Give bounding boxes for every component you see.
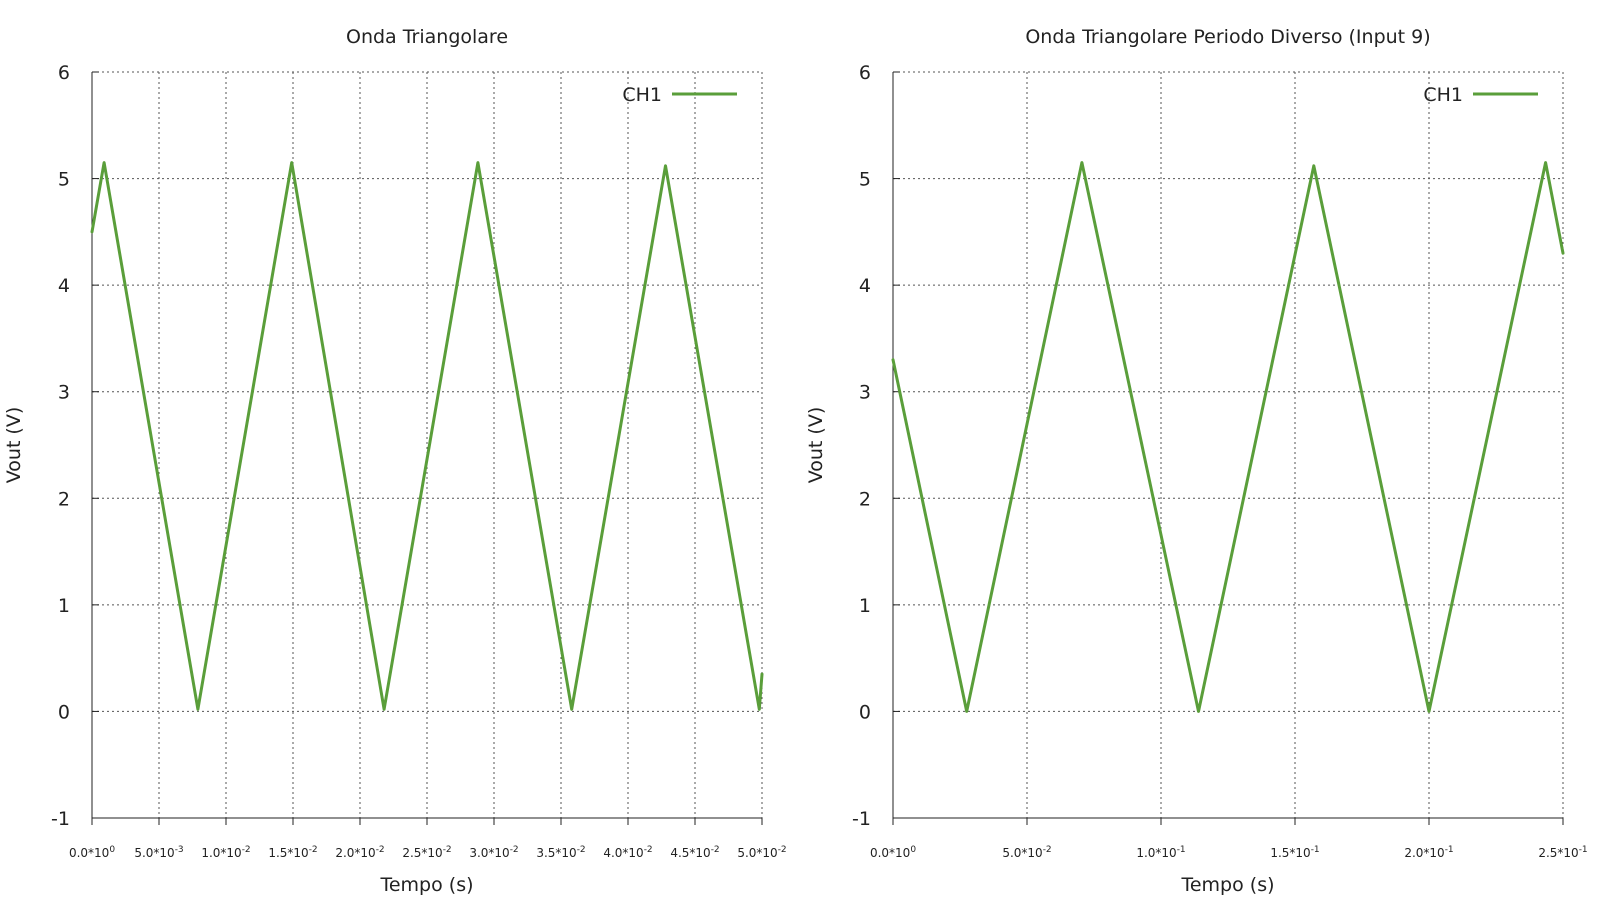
y-axis-label: Vout (V) [3,407,25,484]
x-tick-base: *10 [1021,846,1042,860]
x-tick-label: 2.5*10-1 [1538,845,1587,860]
x-tick-base: *10 [689,846,710,860]
x-tick-label: 5.0*10-2 [737,845,786,860]
y-tick-label: 1 [58,595,70,617]
x-tick-mantissa: 2.5 [402,846,421,860]
x-tick-label: 3.0*10-2 [469,845,518,860]
x-tick-label: 4.0*10-2 [603,845,652,860]
y-tick-label: -1 [51,808,70,830]
y-tick-label: 0 [58,701,70,723]
x-tick-mantissa: 5.0 [1002,846,1021,860]
x-tick-base: *10 [88,846,109,860]
x-tick-mantissa: 0.0 [870,846,889,860]
x-tick-exponent: 0 [910,845,916,855]
series-line-ch1 [90,161,764,711]
x-tick-base: *10 [287,846,308,860]
x-tick-base: *10 [220,846,241,860]
y-tick-label: 3 [859,382,871,404]
x-tick-exponent: -1 [1177,845,1186,855]
x-tick-label: 1.5*10-2 [268,845,317,860]
x-tick-mantissa: 5.0 [134,846,153,860]
x-tick-label: 3.5*10-2 [536,845,585,860]
x-tick-base: *10 [555,846,576,860]
y-tick-label: 4 [859,275,871,297]
x-tick-base: *10 [756,846,777,860]
chart-title: Onda Triangolare Periodo Diverso (Input … [1025,26,1430,48]
x-tick-exponent: -1 [1445,845,1454,855]
x-tick-label: 1.0*10-2 [201,845,250,860]
x-tick-mantissa: 3.5 [536,846,555,860]
x-tick-mantissa: 1.0 [201,846,220,860]
x-tick-base: *10 [622,846,643,860]
x-tick-label: 1.5*10-1 [1270,845,1319,860]
x-tick-mantissa: 2.5 [1538,846,1557,860]
x-tick-base: *10 [354,846,375,860]
x-tick-mantissa: 3.0 [469,846,488,860]
x-tick-label: 1.0*10-1 [1136,845,1185,860]
x-tick-exponent: -2 [778,845,787,855]
chart-title: Onda Triangolare [346,26,508,48]
x-tick-mantissa: 0.0 [69,846,88,860]
x-tick-exponent: 0 [109,845,115,855]
x-tick-label: 2.0*10-1 [1404,845,1453,860]
x-tick-exponent: -2 [309,845,318,855]
x-tick-mantissa: 2.0 [1404,846,1423,860]
x-tick-label: 2.0*10-2 [335,845,384,860]
x-tick-mantissa: 5.0 [737,846,756,860]
x-tick-exponent: -2 [510,845,519,855]
x-axis-label: Tempo (s) [379,874,473,896]
x-tick-exponent: -1 [1579,845,1588,855]
y-tick-label: 5 [58,169,70,191]
y-tick-label: 2 [58,488,70,510]
x-tick-base: *10 [1557,846,1578,860]
x-tick-exponent: -2 [443,845,452,855]
x-tick-label: 5.0*10-3 [134,845,183,860]
x-tick-exponent: -2 [376,845,385,855]
legend-label: CH1 [622,84,662,106]
chart-panel-2: Onda Triangolare Periodo Diverso (Input … [805,26,1588,896]
y-axis-label: Vout (V) [805,407,827,484]
x-tick-mantissa: 1.0 [1136,846,1155,860]
y-tick-label: 0 [859,701,871,723]
x-tick-base: *10 [421,846,442,860]
y-tick-label: 2 [859,488,871,510]
x-axis-label: Tempo (s) [1180,874,1274,896]
x-tick-label: 5.0*10-2 [1002,845,1051,860]
x-tick-label: 0.0*100 [870,845,916,860]
y-tick-label: 5 [859,169,871,191]
x-tick-mantissa: 4.0 [603,846,622,860]
x-tick-exponent: -2 [1043,845,1052,855]
x-tick-base: *10 [153,846,174,860]
series-line-ch1 [891,161,1565,713]
y-tick-label: 1 [859,595,871,617]
x-tick-label: 2.5*10-2 [402,845,451,860]
x-tick-mantissa: 1.5 [268,846,287,860]
y-tick-label: -1 [852,808,871,830]
x-tick-mantissa: 2.0 [335,846,354,860]
x-tick-mantissa: 4.5 [670,846,689,860]
x-tick-exponent: -1 [1311,845,1320,855]
x-tick-exponent: -2 [644,845,653,855]
x-tick-exponent: -2 [577,845,586,855]
x-tick-exponent: -3 [175,845,184,855]
x-tick-exponent: -2 [242,845,251,855]
x-tick-base: *10 [488,846,509,860]
x-tick-label: 0.0*100 [69,845,115,860]
x-tick-base: *10 [1155,846,1176,860]
legend-label: CH1 [1423,84,1463,106]
x-tick-label: 4.5*10-2 [670,845,719,860]
x-tick-base: *10 [889,846,910,860]
x-tick-base: *10 [1423,846,1444,860]
x-tick-mantissa: 1.5 [1270,846,1289,860]
y-tick-label: 6 [859,62,871,84]
x-tick-base: *10 [1289,846,1310,860]
x-tick-exponent: -2 [711,845,720,855]
y-tick-label: 6 [58,62,70,84]
y-tick-label: 4 [58,275,70,297]
y-tick-label: 3 [58,382,70,404]
